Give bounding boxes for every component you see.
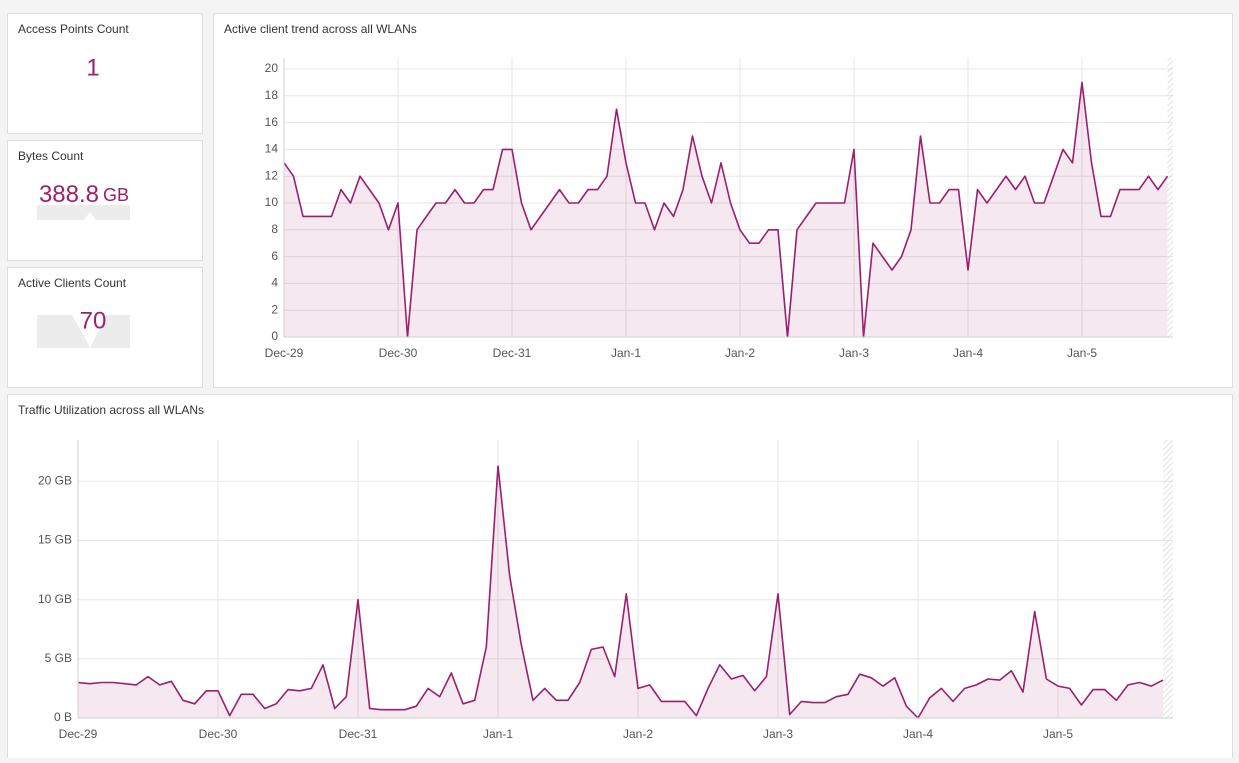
x-tick-label: Dec-29 xyxy=(59,727,98,741)
series-line xyxy=(77,465,1164,719)
x-tick-label: Jan-5 xyxy=(1043,727,1073,741)
card-number: 388.8 xyxy=(39,181,99,208)
y-tick-label: 6 xyxy=(271,249,278,263)
no-data-hatch xyxy=(1167,58,1173,337)
y-tick-label: 20 xyxy=(265,61,279,75)
x-tick-label: Jan-4 xyxy=(953,346,983,360)
y-tick-label: 18 xyxy=(265,88,279,102)
y-tick-label: 0 B xyxy=(54,710,72,724)
card-title: Active Clients Count xyxy=(18,276,127,290)
chart-panel xyxy=(7,394,1233,763)
y-tick-label: 10 xyxy=(265,195,279,209)
x-tick-label: Dec-30 xyxy=(379,346,418,360)
y-tick-label: 16 xyxy=(265,115,279,129)
x-tick-label: Jan-2 xyxy=(725,346,755,360)
y-tick-label: 10 GB xyxy=(38,592,72,606)
chart-title: Active client trend across all WLANs xyxy=(224,22,417,36)
x-tick-label: Jan-3 xyxy=(763,727,793,741)
no-data-hatch xyxy=(1163,440,1173,718)
card-unit: GB xyxy=(103,185,129,205)
card-title: Bytes Count xyxy=(18,149,84,163)
y-tick-label: 14 xyxy=(265,142,279,156)
y-tick-label: 5 GB xyxy=(45,651,72,665)
card xyxy=(7,13,203,134)
x-tick-label: Jan-1 xyxy=(611,346,641,360)
series-line xyxy=(283,81,1169,338)
x-tick-label: Jan-3 xyxy=(839,346,869,360)
y-tick-label: 4 xyxy=(271,276,278,290)
card-value: 70 xyxy=(80,307,107,334)
y-tick-label: 12 xyxy=(265,168,279,182)
gauge-shape xyxy=(90,315,130,348)
x-tick-label: Dec-31 xyxy=(493,346,532,360)
card-title: Access Points Count xyxy=(18,22,129,36)
y-tick-label: 8 xyxy=(271,222,278,236)
card xyxy=(7,140,203,261)
gauge-shape xyxy=(37,205,130,220)
x-tick-label: Dec-30 xyxy=(199,727,238,741)
area-fill xyxy=(284,82,1168,338)
y-tick-label: 20 GB xyxy=(38,474,72,488)
card-value: 1 xyxy=(86,54,99,81)
gauge-shape xyxy=(37,315,90,348)
x-tick-label: Jan-5 xyxy=(1067,346,1097,360)
chart-title: Traffic Utilization across all WLANs xyxy=(18,403,204,417)
chart-panel xyxy=(213,13,1233,388)
area-fill xyxy=(78,466,1164,718)
x-tick-label: Dec-29 xyxy=(265,346,304,360)
y-tick-label: 0 xyxy=(271,329,278,343)
x-tick-label: Jan-4 xyxy=(903,727,933,741)
x-tick-label: Dec-31 xyxy=(339,727,378,741)
card-value: 388.8 GB xyxy=(39,181,129,208)
x-tick-label: Jan-2 xyxy=(623,727,653,741)
y-tick-label: 15 GB xyxy=(38,533,72,547)
x-tick-label: Jan-1 xyxy=(483,727,513,741)
y-tick-label: 2 xyxy=(271,302,278,316)
